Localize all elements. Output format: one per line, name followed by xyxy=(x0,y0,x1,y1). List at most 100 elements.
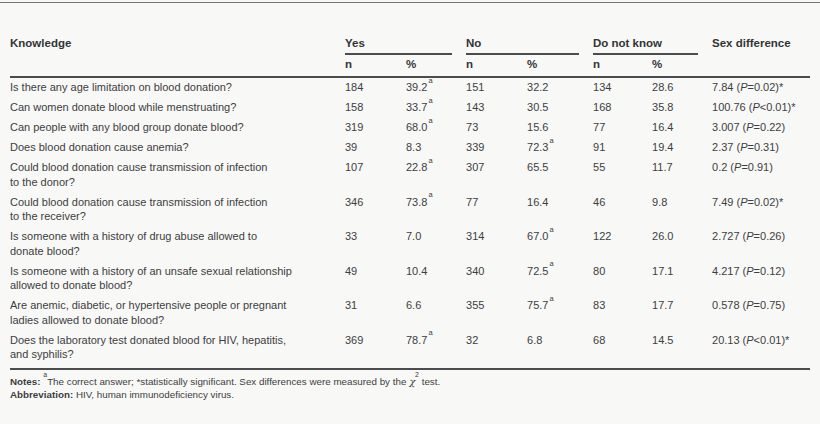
no-n-cell: 307 xyxy=(466,158,527,193)
no-n-cell: 355 xyxy=(466,296,527,331)
question-cell: Are anemic, diabetic, or hypertensive pe… xyxy=(10,296,345,331)
subheader-no-pct: % xyxy=(527,55,593,77)
question-cell: Could blood donation cause transmission … xyxy=(10,193,345,228)
dnk-pct-cell: 28.6 xyxy=(652,77,712,98)
abbreviation-label: Abbreviation: xyxy=(10,389,73,400)
subheader-dnk-pct: % xyxy=(652,55,712,77)
col-header-yes: Yes xyxy=(345,3,466,55)
dnk-n-cell: 68 xyxy=(593,331,652,369)
subheader-empty xyxy=(10,55,345,77)
percent-value: 26.0 xyxy=(652,230,673,242)
correct-answer-marker: a xyxy=(549,259,553,268)
subheader-yes-n: n xyxy=(345,55,406,77)
table-row: Does the laboratory test donated blood f… xyxy=(10,331,810,369)
percent-value: 35.8 xyxy=(652,101,673,113)
no-pct-cell: 75.7a xyxy=(527,296,593,331)
question-line-1: Are anemic, diabetic, or hypertensive pe… xyxy=(10,298,345,313)
percent-value: 17.7 xyxy=(652,299,673,311)
correct-answer-marker: a xyxy=(428,96,432,105)
notes-line: Notes: aThe correct answer; *statistical… xyxy=(10,375,810,389)
chi-square-value: 2.727 ( xyxy=(712,230,746,242)
p-label: P xyxy=(740,81,747,93)
sex-difference-cell: 7.49 (P=0.02)* xyxy=(712,193,810,228)
p-value: =0.91) xyxy=(741,161,773,173)
yes-pct-cell: 22.8a xyxy=(406,158,466,193)
percent-value: 72.3 xyxy=(527,141,548,153)
no-pct-cell: 32.2 xyxy=(527,77,593,98)
dnk-n-cell: 77 xyxy=(593,118,652,138)
p-value: =0.26) xyxy=(754,230,786,242)
percent-value: 33.7 xyxy=(406,101,427,113)
subheader-yes-pct: % xyxy=(406,55,466,77)
percent-value: 73.8 xyxy=(406,196,427,208)
question-line-1: Is someone with a history of drug abuse … xyxy=(10,229,345,244)
percent-value: 67.0 xyxy=(527,230,548,242)
no-n-cell: 151 xyxy=(466,77,527,98)
sex-difference-cell: 2.727 (P=0.26) xyxy=(712,227,810,262)
question-line-2: allowed to donate blood? xyxy=(10,278,345,293)
no-pct-cell: 6.8 xyxy=(527,331,593,369)
percent-value: 30.5 xyxy=(527,101,548,113)
note-text-2: statistically significant. Sex differenc… xyxy=(140,376,406,387)
yes-n-cell: 369 xyxy=(345,331,406,369)
percent-value: 32.2 xyxy=(527,81,548,93)
note-text-1: The correct answer; xyxy=(47,376,134,387)
do-not-know-header-label: Do not know xyxy=(593,37,698,55)
p-value: =0.75) xyxy=(754,299,786,311)
no-n-cell: 314 xyxy=(466,227,527,262)
question-cell: Is someone with a history of drug abuse … xyxy=(10,227,345,262)
dnk-pct-cell: 14.5 xyxy=(652,331,712,369)
dnk-n-cell: 122 xyxy=(593,227,652,262)
p-value: =0.02)* xyxy=(748,196,784,208)
correct-answer-marker: a xyxy=(428,190,432,199)
table-row: Does blood donation cause anemia? 39 8.3… xyxy=(10,138,810,158)
question-line-2: ladies allowed to donate blood? xyxy=(10,313,345,328)
percent-value: 68.0 xyxy=(406,121,427,133)
percent-value: 6.8 xyxy=(527,334,542,346)
question-cell: Does the laboratory test donated blood f… xyxy=(10,331,345,369)
chi-square-value: 7.84 ( xyxy=(712,81,740,93)
no-n-cell: 339 xyxy=(466,138,527,158)
note-superscript-a: a xyxy=(43,371,47,378)
no-pct-cell: 72.3a xyxy=(527,138,593,158)
correct-answer-marker: a xyxy=(428,76,432,85)
percent-value: 14.5 xyxy=(652,334,673,346)
percent-value: 78.7 xyxy=(406,334,427,346)
yes-n-cell: 319 xyxy=(345,118,406,138)
subheader-no-n: n xyxy=(466,55,527,77)
no-n-cell: 340 xyxy=(466,262,527,297)
dnk-pct-cell: 11.7 xyxy=(652,158,712,193)
table-top-rule xyxy=(0,2,820,3)
no-n-cell: 73 xyxy=(466,118,527,138)
no-pct-cell: 16.4 xyxy=(527,193,593,228)
p-value: =0.02)* xyxy=(748,81,784,93)
p-label: P xyxy=(746,299,753,311)
p-value: =0.22) xyxy=(754,121,786,133)
correct-answer-marker: a xyxy=(428,156,432,165)
yes-pct-cell: 78.7a xyxy=(406,331,466,369)
question-line-1: Does the laboratory test donated blood f… xyxy=(10,333,345,348)
table-row: Is there any age limitation on blood don… xyxy=(10,77,810,98)
sex-difference-cell: 2.37 (P=0.31) xyxy=(712,138,810,158)
question-line-2: to the donor? xyxy=(10,175,345,190)
table-row: Is someone with a history of drug abuse … xyxy=(10,227,810,262)
sex-difference-header-label: Sex difference xyxy=(712,37,810,55)
dnk-pct-cell: 17.7 xyxy=(652,296,712,331)
col-header-sex-difference: Sex difference xyxy=(712,3,810,55)
table-row: Could blood donation cause transmission … xyxy=(10,193,810,228)
percent-value: 6.6 xyxy=(406,299,421,311)
question-line-1: Does blood donation cause anemia? xyxy=(10,140,345,155)
p-label: P xyxy=(746,121,753,133)
dnk-n-cell: 46 xyxy=(593,193,652,228)
question-line-2: and syphilis? xyxy=(10,347,345,362)
note-text-3: test. xyxy=(422,376,441,387)
correct-answer-marker: a xyxy=(549,225,553,234)
question-line-2: donate blood? xyxy=(10,244,345,259)
dnk-n-cell: 83 xyxy=(593,296,652,331)
chi-square-value: 100.76 ( xyxy=(712,101,752,113)
no-n-cell: 143 xyxy=(466,98,527,118)
table-row: Is someone with a history of an unsafe s… xyxy=(10,262,810,297)
percent-value: 17.1 xyxy=(652,265,673,277)
p-label: P xyxy=(746,230,753,242)
sex-difference-cell: 0.2 (P=0.91) xyxy=(712,158,810,193)
